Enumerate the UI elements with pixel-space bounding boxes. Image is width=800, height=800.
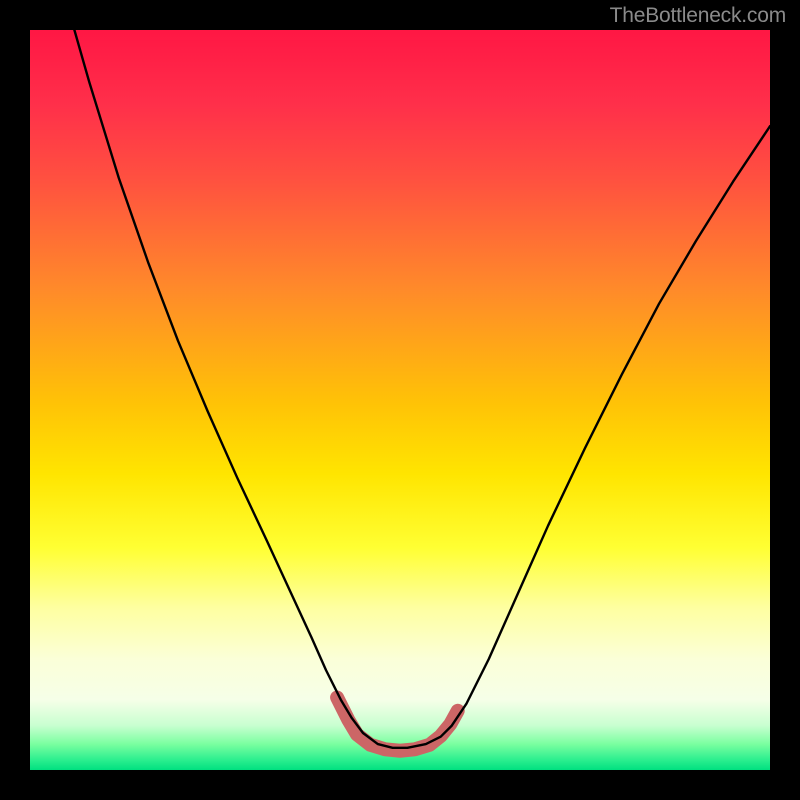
chart-svg [30, 30, 770, 770]
figure-frame: TheBottleneck.com [0, 0, 800, 800]
watermark-label: TheBottleneck.com [610, 4, 786, 28]
plot-area [30, 30, 770, 770]
chart-background [30, 30, 770, 770]
